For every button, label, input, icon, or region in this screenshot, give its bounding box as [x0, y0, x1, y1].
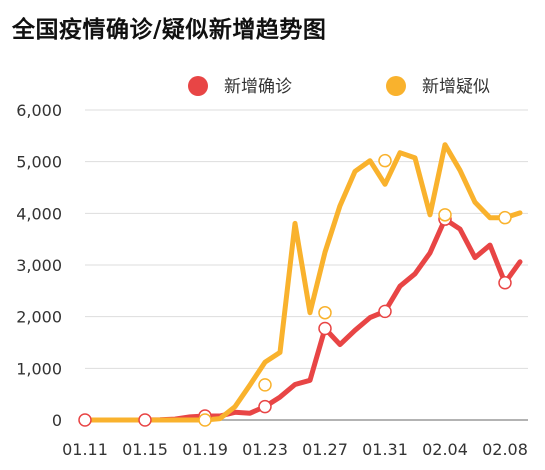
x-tick-label: 02.04: [422, 440, 468, 459]
data-point-marker[interactable]: [198, 413, 212, 427]
data-point-marker[interactable]: [378, 153, 392, 168]
y-tick-label: 3,000: [16, 256, 62, 275]
series-lines: [82, 142, 523, 423]
x-tick-label: 01.11: [62, 440, 108, 459]
data-point-marker[interactable]: [498, 276, 512, 290]
data-markers: [78, 153, 512, 427]
x-tick-label: 01.27: [302, 440, 348, 459]
data-point-marker[interactable]: [138, 413, 152, 427]
y-tick-label: 2,000: [16, 308, 62, 327]
data-point-marker[interactable]: [78, 413, 92, 427]
data-point-marker[interactable]: [378, 304, 392, 319]
data-point-marker[interactable]: [258, 399, 272, 414]
data-point-marker[interactable]: [498, 210, 512, 225]
legend-swatch: [188, 76, 208, 96]
legend-swatch: [386, 76, 406, 96]
data-point-marker[interactable]: [438, 208, 452, 222]
y-tick-label: 1,000: [16, 359, 62, 378]
x-tick-label: 01.23: [242, 440, 288, 459]
data-point-marker[interactable]: [318, 305, 332, 320]
series-line-1: [82, 142, 523, 423]
y-tick-label: 4,000: [16, 204, 62, 223]
y-tick-label: 5,000: [16, 153, 62, 172]
y-axis-ticks: 0 1,000 2,000 3,000 4,000 5,000 6,000: [16, 101, 62, 430]
series-line-0: [82, 216, 523, 423]
legend-item-0[interactable]: 新增确诊: [188, 76, 292, 97]
data-point-marker[interactable]: [318, 321, 332, 336]
x-tick-label: 01.19: [182, 440, 228, 459]
x-tick-label: 01.15: [122, 440, 168, 459]
x-tick-label: 01.31: [362, 440, 408, 459]
y-tick-label: 0: [52, 411, 62, 430]
legend-label: 新增疑似: [422, 77, 490, 97]
legend-label: 新增确诊: [224, 77, 292, 97]
x-tick-label: 02.08: [482, 440, 528, 459]
chart-title: 全国疫情确诊/疑似新增趋势图: [12, 17, 327, 43]
x-axis-ticks: 01.11 01.15 01.19 01.23 01.27 01.31 02.04 02.08: [62, 440, 528, 459]
data-point-marker[interactable]: [258, 378, 272, 392]
legend[interactable]: 新增确诊 新增疑似: [188, 76, 490, 97]
legend-item-1[interactable]: 新增疑似: [386, 76, 490, 97]
grid-lines: [85, 109, 528, 421]
y-tick-label: 6,000: [16, 101, 62, 120]
